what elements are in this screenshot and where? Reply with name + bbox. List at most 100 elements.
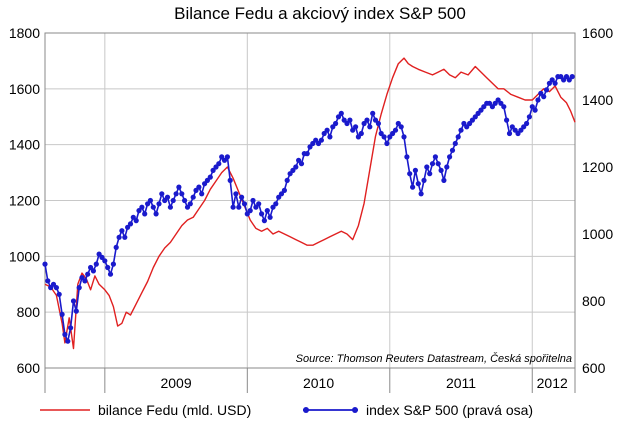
- right-tick-label: 600: [582, 360, 606, 376]
- data-point: [167, 204, 173, 210]
- data-point: [133, 218, 139, 224]
- data-point: [318, 137, 324, 143]
- left-tick-label: 1200: [9, 193, 40, 209]
- data-point: [535, 97, 541, 103]
- data-point: [438, 167, 444, 173]
- chart-title: Bilance Fedu a akciový index S&P 500: [174, 4, 466, 23]
- data-point: [196, 184, 202, 190]
- data-point: [70, 298, 77, 304]
- x-tick-label: 2009: [160, 375, 191, 391]
- data-point: [250, 197, 256, 204]
- data-point: [375, 120, 381, 127]
- data-point: [435, 161, 441, 167]
- data-point: [333, 120, 339, 127]
- data-point: [173, 191, 179, 197]
- data-point: [569, 74, 575, 80]
- data-point: [412, 167, 418, 173]
- data-point: [139, 204, 145, 210]
- data-point: [85, 271, 91, 277]
- data-point: [199, 191, 205, 197]
- data-point: [136, 208, 142, 214]
- data-point: [304, 151, 310, 157]
- data-point: [378, 130, 384, 137]
- data-point: [384, 140, 390, 147]
- data-point: [398, 124, 404, 130]
- data-point: [278, 191, 285, 197]
- data-point: [179, 191, 185, 197]
- data-point: [150, 204, 156, 210]
- data-point: [233, 191, 239, 197]
- data-point: [73, 308, 79, 314]
- data-point: [261, 218, 267, 224]
- data-point: [113, 244, 119, 250]
- data-point: [298, 161, 305, 167]
- data-point: [501, 104, 507, 110]
- data-point: [45, 278, 51, 284]
- data-point: [353, 124, 359, 130]
- data-point: [264, 208, 270, 214]
- data-point: [176, 184, 182, 190]
- data-point: [444, 164, 450, 170]
- data-point: [404, 154, 410, 160]
- data-point: [125, 224, 131, 230]
- data-point: [153, 211, 159, 217]
- data-point: [524, 120, 530, 127]
- data-point: [227, 177, 233, 183]
- data-point: [449, 147, 456, 153]
- data-point: [93, 261, 99, 267]
- data-point: [53, 285, 60, 291]
- data-point: [509, 124, 515, 130]
- data-point: [90, 268, 96, 274]
- data-point: [221, 157, 228, 163]
- series-line-1: [44, 75, 573, 343]
- data-point: [293, 164, 299, 170]
- data-point: [267, 214, 273, 220]
- data-point: [224, 154, 230, 160]
- data-point: [324, 127, 330, 133]
- data-point: [62, 331, 68, 338]
- data-point: [344, 120, 350, 127]
- x-tick-label: 2010: [303, 375, 334, 391]
- data-point: [147, 197, 153, 204]
- data-point: [506, 130, 513, 137]
- left-tick-label: 1000: [9, 248, 40, 264]
- data-point: [247, 208, 253, 214]
- data-point: [142, 211, 148, 217]
- data-point: [498, 100, 504, 106]
- data-point: [216, 161, 222, 167]
- data-point: [159, 191, 165, 197]
- data-point: [259, 211, 265, 217]
- data-point: [338, 110, 344, 116]
- data-point: [532, 107, 538, 113]
- data-point: [441, 177, 447, 183]
- data-point: [358, 130, 364, 137]
- plot-frame: [44, 32, 576, 369]
- series-layer: [42, 57, 576, 350]
- data-point: [110, 261, 116, 267]
- data-point: [164, 194, 171, 200]
- data-point: [170, 197, 176, 204]
- data-point: [105, 264, 111, 271]
- data-point: [429, 161, 436, 167]
- data-point: [486, 100, 493, 106]
- left-tick-label: 1400: [9, 137, 40, 153]
- data-point: [241, 201, 248, 207]
- data-point: [452, 140, 458, 147]
- data-point: [284, 177, 290, 183]
- data-point: [256, 201, 262, 207]
- data-point: [102, 258, 108, 264]
- data-point: [236, 204, 242, 210]
- data-point: [401, 134, 407, 140]
- data-point: [127, 221, 134, 227]
- data-point: [296, 157, 302, 163]
- right-tick-label: 1200: [582, 159, 613, 175]
- legend-label-sp500: index S&P 500 (pravá osa): [366, 402, 533, 418]
- data-point: [415, 181, 421, 187]
- data-point: [210, 167, 216, 173]
- data-point: [207, 174, 213, 180]
- data-point: [481, 104, 487, 110]
- data-point: [381, 134, 387, 140]
- data-point: [458, 127, 464, 133]
